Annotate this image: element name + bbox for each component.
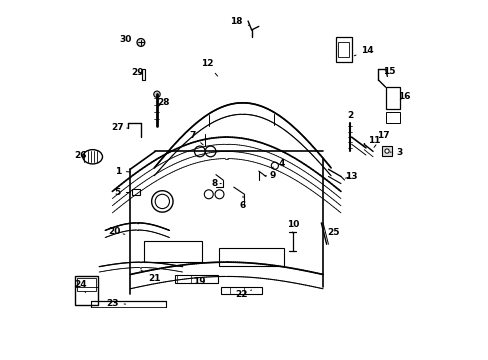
Bar bbox=[142, 69, 144, 80]
Text: 18: 18 bbox=[230, 17, 248, 26]
Bar bbox=[75, 276, 98, 305]
Bar bbox=[385, 87, 399, 109]
Text: 25: 25 bbox=[323, 228, 339, 237]
Text: 17: 17 bbox=[373, 131, 388, 147]
Text: 20: 20 bbox=[108, 227, 124, 236]
Text: 10: 10 bbox=[286, 220, 298, 233]
Text: 3: 3 bbox=[389, 148, 402, 157]
Bar bbox=[381, 146, 391, 156]
Text: 15: 15 bbox=[382, 67, 395, 76]
Ellipse shape bbox=[384, 149, 388, 153]
Text: 23: 23 bbox=[106, 299, 125, 308]
Bar bbox=[175, 275, 217, 283]
Text: 19: 19 bbox=[193, 277, 205, 286]
Ellipse shape bbox=[137, 39, 144, 46]
Text: 16: 16 bbox=[397, 91, 410, 100]
Bar bbox=[77, 278, 96, 291]
Text: 4: 4 bbox=[272, 159, 285, 168]
Text: 13: 13 bbox=[345, 172, 357, 181]
Text: 14: 14 bbox=[353, 46, 373, 56]
Text: 5: 5 bbox=[114, 188, 130, 197]
Text: 2: 2 bbox=[346, 111, 352, 131]
Bar bbox=[144, 241, 201, 262]
Text: 28: 28 bbox=[157, 98, 169, 107]
Text: 26: 26 bbox=[75, 151, 87, 160]
Text: 7: 7 bbox=[189, 131, 203, 145]
Text: 30: 30 bbox=[120, 36, 138, 45]
Bar bbox=[132, 189, 140, 195]
Text: 8: 8 bbox=[211, 179, 221, 188]
Text: 24: 24 bbox=[75, 280, 87, 293]
Text: 29: 29 bbox=[131, 68, 143, 77]
Text: 9: 9 bbox=[264, 171, 275, 180]
Bar bbox=[337, 42, 348, 57]
Text: 6: 6 bbox=[240, 196, 245, 210]
Bar bbox=[385, 112, 399, 123]
Text: 1: 1 bbox=[114, 167, 130, 176]
Bar bbox=[221, 287, 262, 294]
Text: 27: 27 bbox=[111, 123, 128, 132]
Text: 11: 11 bbox=[364, 136, 379, 145]
Ellipse shape bbox=[153, 91, 160, 98]
Bar bbox=[335, 37, 351, 62]
Bar bbox=[219, 248, 283, 266]
Text: 22: 22 bbox=[235, 290, 251, 299]
Text: 21: 21 bbox=[141, 270, 161, 283]
Text: 12: 12 bbox=[201, 59, 217, 76]
